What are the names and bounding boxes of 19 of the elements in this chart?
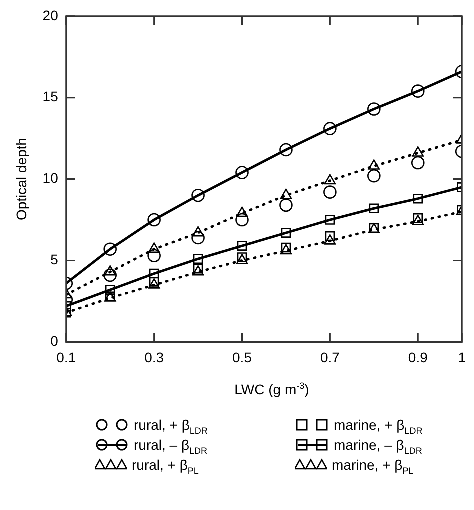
x-axis-title: LWC (g m$^{-3}$) — [234, 380, 310, 398]
x-tick-label: 0.1 — [56, 349, 76, 366]
legend-label: rural, + β$_{LDR}$ — [134, 417, 208, 436]
legend-label: rural, + β$_{PL}$ — [132, 456, 199, 478]
legend-label: marine, + β$_{PL}$ — [332, 456, 414, 478]
legend-label: rural, – β$_{LDR}$ — [134, 437, 208, 456]
y-axis-title: Optical depth — [13, 138, 30, 221]
legend-label: marine, + β$_{LDR}$ — [334, 417, 423, 436]
x-tick-label: 0.5 — [232, 349, 252, 366]
y-tick-label: 5 — [50, 252, 59, 268]
x-tick-label: 0.7 — [320, 349, 340, 366]
y-tick-label: 15 — [42, 88, 59, 105]
y-tick-label: 10 — [42, 170, 59, 186]
x-tick-label: 1 — [458, 349, 466, 366]
x-tick-label: 0.3 — [144, 349, 164, 366]
x-tick-label: 0.9 — [408, 349, 428, 366]
y-tick-label: 0 — [50, 333, 59, 350]
y-tick-label: 20 — [42, 7, 59, 24]
legend-label: marine, – β$_{LDR}$ — [334, 437, 422, 456]
